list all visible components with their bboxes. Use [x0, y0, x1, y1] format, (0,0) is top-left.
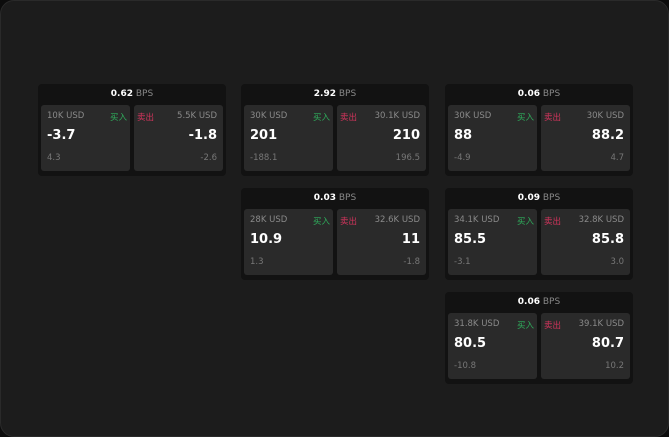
quote-panel: 0.62 BPS 10K USD 买入 -3.7 4.3 卖出 5.5K USD…	[38, 84, 226, 176]
buy-label: 买入	[312, 217, 330, 227]
sell-quote-card[interactable]: 卖出 30.1K USD 210 196.5	[337, 105, 426, 171]
sell-label: 卖出	[340, 113, 358, 123]
sell-price: -1.8	[188, 128, 217, 143]
sell-size: 39.1K USD	[578, 319, 624, 329]
sell-change: -2.6	[200, 153, 217, 163]
buy-size: 30K USD	[454, 111, 492, 121]
buy-size: 28K USD	[250, 215, 288, 225]
sell-size: 30.1K USD	[374, 111, 420, 121]
buy-price: -3.7	[47, 128, 76, 143]
sell-change: 3.0	[610, 257, 624, 267]
spread-value: 0.06	[517, 297, 540, 307]
sell-price: 80.7	[591, 336, 624, 351]
sell-price: 88.2	[591, 128, 624, 143]
buy-label: 买入	[312, 113, 330, 123]
spread-unit: BPS	[135, 89, 154, 99]
buy-size: 30K USD	[250, 111, 288, 121]
spread-header: 0.09 BPS	[445, 188, 633, 209]
quote-panel: 0.03 BPS 28K USD 买入 10.9 1.3 卖出 32.6K US…	[241, 188, 429, 280]
sell-change: 10.2	[605, 361, 624, 371]
quote-panel: 0.06 BPS 31.8K USD 买入 80.5 -10.8 卖出 39.1…	[445, 292, 633, 384]
spread-unit: BPS	[338, 89, 357, 99]
buy-size: 10K USD	[47, 111, 85, 121]
sell-label: 卖出	[544, 321, 562, 331]
buy-label: 买入	[516, 321, 534, 331]
quote-panel: 2.92 BPS 30K USD 买入 201 -188.1 卖出 30.1K …	[241, 84, 429, 176]
buy-quote-card[interactable]: 28K USD 买入 10.9 1.3	[244, 209, 333, 275]
sell-size: 32.6K USD	[374, 215, 420, 225]
buy-quote-card[interactable]: 30K USD 买入 88 -4.9	[448, 105, 537, 171]
sell-quote-card[interactable]: 卖出 32.6K USD 11 -1.8	[337, 209, 426, 275]
buy-change: 1.3	[250, 257, 264, 267]
sell-change: 196.5	[395, 153, 420, 163]
buy-quote-card[interactable]: 10K USD 买入 -3.7 4.3	[41, 105, 130, 171]
spread-unit: BPS	[542, 193, 561, 203]
spread-header: 0.03 BPS	[241, 188, 429, 209]
spread-unit: BPS	[542, 297, 561, 307]
sell-size: 32.8K USD	[578, 215, 624, 225]
sell-quote-card[interactable]: 卖出 5.5K USD -1.8 -2.6	[134, 105, 223, 171]
buy-change: -188.1	[250, 153, 278, 163]
buy-change: -4.9	[454, 153, 471, 163]
buy-price: 85.5	[454, 232, 487, 247]
buy-size: 31.8K USD	[454, 319, 500, 329]
sell-price: 85.8	[591, 232, 624, 247]
buy-label: 买入	[516, 113, 534, 123]
sell-label: 卖出	[544, 113, 562, 123]
spread-value: 2.92	[313, 89, 336, 99]
sell-size: 5.5K USD	[177, 111, 217, 121]
buy-change: 4.3	[47, 153, 61, 163]
spread-header: 0.06 BPS	[445, 84, 633, 105]
buy-price: 10.9	[250, 232, 283, 247]
sell-quote-card[interactable]: 卖出 39.1K USD 80.7 10.2	[541, 313, 630, 379]
sell-label: 卖出	[137, 113, 155, 123]
buy-size: 34.1K USD	[454, 215, 500, 225]
sell-change: -1.8	[403, 257, 420, 267]
buy-quote-card[interactable]: 34.1K USD 买入 85.5 -3.1	[448, 209, 537, 275]
sell-quote-card[interactable]: 卖出 30K USD 88.2 4.7	[541, 105, 630, 171]
quote-panel: 0.06 BPS 30K USD 买入 88 -4.9 卖出 30K USD 8…	[445, 84, 633, 176]
spread-header: 0.62 BPS	[38, 84, 226, 105]
sell-quote-card[interactable]: 卖出 32.8K USD 85.8 3.0	[541, 209, 630, 275]
buy-label: 买入	[109, 113, 127, 123]
buy-change: -10.8	[454, 361, 476, 371]
buy-quote-card[interactable]: 30K USD 买入 201 -188.1	[244, 105, 333, 171]
spread-value: 0.06	[517, 89, 540, 99]
spread-value: 0.62	[110, 89, 133, 99]
buy-price: 201	[250, 128, 278, 143]
spread-header: 2.92 BPS	[241, 84, 429, 105]
buy-change: -3.1	[454, 257, 471, 267]
sell-change: 4.7	[610, 153, 624, 163]
sell-price: 11	[401, 232, 420, 247]
spread-value: 0.09	[517, 193, 540, 203]
spread-unit: BPS	[338, 193, 357, 203]
spread-header: 0.06 BPS	[445, 292, 633, 313]
buy-label: 买入	[516, 217, 534, 227]
spread-unit: BPS	[542, 89, 561, 99]
quote-panel: 0.09 BPS 34.1K USD 买入 85.5 -3.1 卖出 32.8K…	[445, 188, 633, 280]
spread-value: 0.03	[313, 193, 336, 203]
buy-quote-card[interactable]: 31.8K USD 买入 80.5 -10.8	[448, 313, 537, 379]
sell-price: 210	[392, 128, 420, 143]
sell-size: 30K USD	[586, 111, 624, 121]
sell-label: 卖出	[544, 217, 562, 227]
sell-label: 卖出	[340, 217, 358, 227]
buy-price: 80.5	[454, 336, 487, 351]
buy-price: 88	[454, 128, 473, 143]
